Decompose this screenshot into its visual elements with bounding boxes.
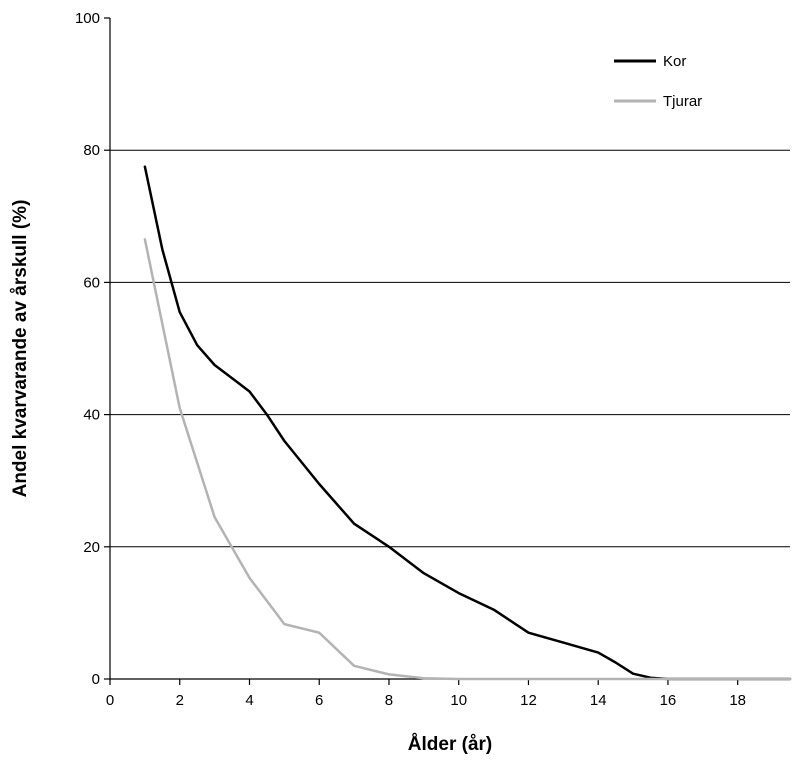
x-tick-label-6: 6 [315,692,323,709]
series-line-kor [143,165,792,681]
legend: Kor Tjurar [614,53,702,110]
x-tick-label-12: 12 [520,692,537,709]
series-line-tjurar [143,238,792,681]
x-tick-label-10: 10 [450,692,467,709]
legend-label-tjurar: Tjurar [663,93,702,110]
x-tick-label-4: 4 [245,692,253,709]
x-tick-label-14: 14 [590,692,607,709]
y-tick-labels: 0 20 40 60 80 100 [75,10,110,688]
y-tick-label-60: 60 [83,274,100,291]
legend-label-kor: Kor [663,53,686,70]
x-tick-labels: 0 2 4 6 8 10 12 14 16 18 [106,679,746,709]
y-tick-label-80: 80 [83,142,100,159]
y-tick-label-0: 0 [92,671,100,688]
y-axis-title: Andel kvarvarande av årskull (%) [10,200,31,498]
x-tick-label-0: 0 [106,692,114,709]
x-axis-title: Ålder (år) [408,734,492,755]
x-tick-label-8: 8 [385,692,393,709]
x-tick-label-2: 2 [176,692,184,709]
series-lines [143,165,792,681]
axes [109,18,790,680]
y-tick-label-20: 20 [83,539,100,556]
x-tick-label-16: 16 [660,692,677,709]
y-tick-label-100: 100 [75,10,100,27]
gridlines [110,149,790,548]
y-tick-label-40: 40 [83,407,100,424]
x-tick-label-18: 18 [729,692,746,709]
